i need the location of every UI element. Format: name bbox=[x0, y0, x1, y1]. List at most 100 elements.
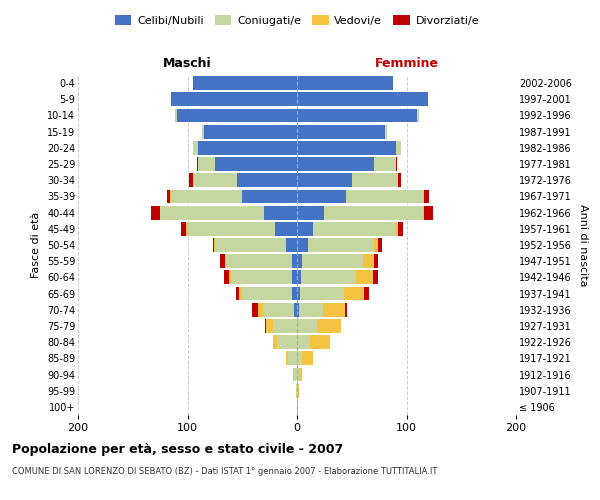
Bar bbox=[286, 352, 288, 365]
Bar bbox=[297, 384, 298, 398]
Bar bbox=[344, 286, 364, 300]
Bar bbox=[212, 238, 214, 252]
Bar bbox=[373, 270, 378, 284]
Bar bbox=[202, 125, 204, 138]
Text: Femmine: Femmine bbox=[374, 57, 439, 70]
Bar bbox=[225, 254, 226, 268]
Bar bbox=[352, 174, 398, 187]
Bar bbox=[297, 206, 325, 220]
Bar bbox=[325, 206, 423, 220]
Bar bbox=[297, 141, 395, 154]
Bar bbox=[378, 238, 382, 252]
Bar bbox=[398, 174, 401, 187]
Bar bbox=[297, 352, 302, 365]
Bar bbox=[264, 206, 297, 220]
Y-axis label: Fasce di età: Fasce di età bbox=[31, 212, 41, 278]
Bar bbox=[302, 352, 313, 365]
Bar bbox=[297, 190, 346, 203]
Bar bbox=[293, 368, 294, 382]
Bar bbox=[199, 157, 215, 171]
Bar bbox=[297, 303, 299, 316]
Bar bbox=[297, 125, 385, 138]
Bar bbox=[297, 286, 300, 300]
Bar bbox=[374, 238, 378, 252]
Bar bbox=[317, 319, 341, 333]
Bar bbox=[363, 254, 374, 268]
Text: Maschi: Maschi bbox=[163, 57, 212, 70]
Bar bbox=[297, 254, 302, 268]
Bar bbox=[301, 270, 356, 284]
Bar bbox=[151, 206, 160, 220]
Bar bbox=[395, 157, 397, 171]
Bar bbox=[323, 303, 345, 316]
Bar bbox=[275, 222, 297, 235]
Bar bbox=[395, 141, 401, 154]
Bar bbox=[204, 125, 297, 138]
Bar bbox=[176, 108, 297, 122]
Bar bbox=[346, 190, 423, 203]
Bar bbox=[418, 108, 419, 122]
Bar bbox=[424, 206, 433, 220]
Bar bbox=[171, 92, 297, 106]
Bar bbox=[297, 222, 313, 235]
Bar bbox=[299, 303, 323, 316]
Bar bbox=[215, 238, 286, 252]
Bar bbox=[423, 190, 424, 203]
Bar bbox=[297, 76, 394, 90]
Bar bbox=[308, 238, 374, 252]
Bar bbox=[232, 270, 292, 284]
Bar bbox=[294, 368, 297, 382]
Bar bbox=[297, 157, 374, 171]
Bar bbox=[297, 238, 308, 252]
Bar bbox=[199, 141, 297, 154]
Bar bbox=[170, 190, 171, 203]
Bar bbox=[297, 92, 428, 106]
Bar bbox=[297, 368, 299, 382]
Y-axis label: Anni di nascita: Anni di nascita bbox=[578, 204, 589, 286]
Bar bbox=[273, 336, 277, 349]
Bar bbox=[374, 254, 378, 268]
Bar bbox=[398, 222, 403, 235]
Bar bbox=[297, 400, 298, 414]
Bar bbox=[385, 125, 387, 138]
Bar bbox=[345, 303, 347, 316]
Bar bbox=[288, 352, 297, 365]
Bar bbox=[188, 174, 193, 187]
Bar bbox=[297, 336, 310, 349]
Bar bbox=[298, 384, 299, 398]
Bar bbox=[171, 190, 242, 203]
Bar bbox=[193, 174, 237, 187]
Bar bbox=[292, 254, 297, 268]
Bar bbox=[294, 303, 297, 316]
Bar bbox=[215, 157, 297, 171]
Bar bbox=[242, 286, 292, 300]
Bar bbox=[265, 319, 266, 333]
Bar bbox=[300, 286, 344, 300]
Bar bbox=[423, 206, 424, 220]
Bar bbox=[273, 319, 297, 333]
Bar bbox=[356, 270, 373, 284]
Bar bbox=[167, 190, 170, 203]
Bar bbox=[313, 222, 395, 235]
Bar bbox=[220, 254, 225, 268]
Bar bbox=[193, 141, 199, 154]
Text: COMUNE DI SAN LORENZO DI SEBATO (BZ) - Dati ISTAT 1° gennaio 2007 - Elaborazione: COMUNE DI SAN LORENZO DI SEBATO (BZ) - D… bbox=[12, 468, 437, 476]
Bar bbox=[364, 286, 369, 300]
Bar bbox=[292, 270, 297, 284]
Bar bbox=[224, 270, 229, 284]
Bar bbox=[297, 270, 301, 284]
Bar bbox=[214, 238, 215, 252]
Bar bbox=[237, 174, 297, 187]
Bar bbox=[424, 190, 430, 203]
Bar bbox=[299, 368, 302, 382]
Bar bbox=[187, 222, 275, 235]
Bar bbox=[242, 190, 297, 203]
Bar bbox=[296, 384, 297, 398]
Bar bbox=[286, 238, 297, 252]
Bar bbox=[302, 254, 363, 268]
Bar bbox=[266, 319, 273, 333]
Bar bbox=[236, 286, 239, 300]
Legend: Celibi/Nubili, Coniugati/e, Vedovi/e, Divorziati/e: Celibi/Nubili, Coniugati/e, Vedovi/e, Di… bbox=[110, 10, 484, 30]
Bar bbox=[181, 222, 187, 235]
Bar bbox=[374, 157, 395, 171]
